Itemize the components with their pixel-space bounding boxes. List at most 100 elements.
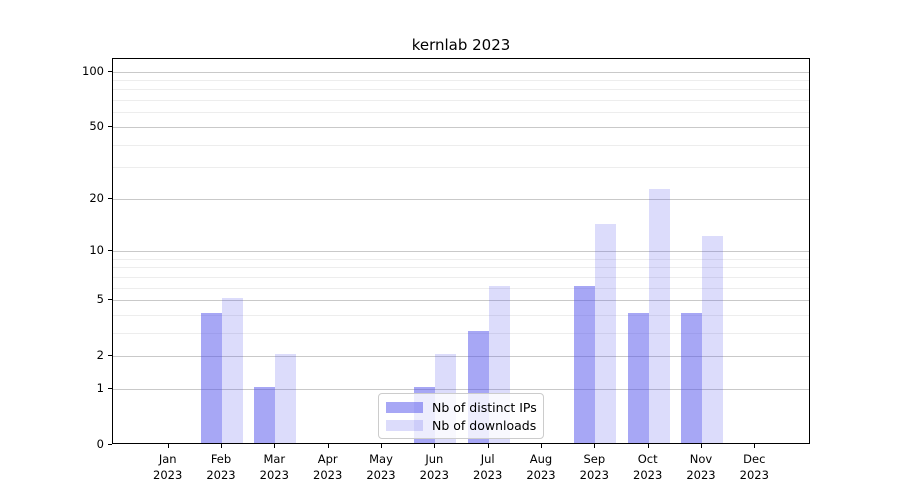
x-tick-label: Sep 2023 [564,451,624,483]
x-tick-mark [701,444,702,448]
y-tick-label: 0 [96,437,104,451]
x-tick-year: 2023 [419,468,449,482]
x-tick-year: 2023 [206,468,236,482]
gridline-minor [113,332,809,334]
y-tick-mark [108,197,112,199]
gridline-minor [113,112,809,114]
gridline-major [113,126,809,128]
x-tick-month: Aug [529,452,553,466]
x-tick-label: Oct 2023 [618,451,678,483]
legend-swatch-downloads [386,419,423,431]
legend-entry: Nb of distinct IPs [386,398,537,416]
x-tick-month: Dec [743,452,766,466]
x-tick-mark [167,444,169,448]
plot-area: Nb of distinct IPs Nb of downloads [112,58,810,444]
bar-downloads-sep [595,223,617,443]
gridline-minor [113,167,809,169]
x-tick-year: 2023 [526,468,556,482]
x-tick-month: Feb [210,452,232,466]
x-tick-mark [541,444,542,448]
gridline-minor [113,314,809,316]
x-tick-label: Jan 2023 [138,451,198,483]
x-tick-mark [487,444,489,448]
x-tick-month: Oct [637,452,658,466]
y-tick-label: 10 [89,243,104,257]
y-tick-label: 5 [96,292,104,306]
gridline-major [113,198,809,200]
x-tick-mark [327,444,329,448]
y-tick-mark [108,299,112,300]
y-tick-label: 20 [89,190,104,205]
x-tick-label: Apr 2023 [298,451,358,483]
gridline-major [113,71,809,73]
y-tick-label: 50 [89,118,104,133]
x-tick-month: May [369,452,393,466]
x-tick-label: Feb 2023 [191,451,251,483]
x-tick-year: 2023 [153,468,183,482]
x-tick-month: Sep [583,452,606,466]
gridline-major [113,356,809,358]
legend: Nb of distinct IPs Nb of downloads [378,393,544,439]
gridline-minor [113,276,809,278]
y-tick-mark [108,355,112,357]
y-tick-mark [108,125,112,127]
y-tick-mark [108,250,112,251]
y-tick-label: 1 [96,380,104,395]
x-tick-year: 2023 [366,468,396,482]
y-tick-mark [108,70,112,72]
x-tick-mark [381,444,382,448]
x-tick-label: Jul 2023 [458,451,518,483]
gridline-minor [113,144,809,146]
x-tick-year: 2023 [579,468,609,482]
x-tick-month: Jul [480,452,495,466]
x-tick-label: Aug 2023 [511,451,571,483]
gridline-minor [113,267,809,269]
bar-ips-oct [627,312,649,443]
x-tick-year: 2023 [739,468,769,482]
legend-swatch-ips [386,401,423,413]
y-tick-label: 100 [82,63,104,78]
y-tick-label: 2 [96,348,104,363]
bar-downloads-mar [275,354,297,443]
bar-ips-nov [681,312,702,443]
x-tick-year: 2023 [259,468,289,482]
x-tick-mark [754,444,756,448]
bar-downloads-feb [222,298,243,443]
gridline-minor [113,100,809,102]
x-tick-label: May 2023 [351,451,411,483]
x-tick-year: 2023 [633,468,663,482]
x-tick-mark [221,444,222,448]
gridline-minor [113,89,809,91]
y-tick-mark [108,387,112,389]
legend-label: Nb of downloads [432,417,537,433]
gridline-major [113,300,809,301]
x-tick-month: Mar [263,452,286,466]
gridline-minor [113,258,809,260]
x-tick-label: Nov 2023 [671,451,731,483]
bar-downloads-nov [702,235,723,443]
bar-ips-sep [574,285,596,443]
x-tick-label: Jun 2023 [404,451,464,483]
x-tick-month: Jan [158,452,177,466]
bar-ips-mar [254,386,276,443]
x-tick-month: Jun [425,452,444,466]
legend-label: Nb of distinct IPs [432,399,537,415]
bar-downloads-oct [648,189,670,443]
gridline-minor [113,80,809,81]
x-tick-mark [594,444,596,448]
x-tick-year: 2023 [686,468,716,482]
x-tick-year: 2023 [473,468,503,482]
gridline-major [113,388,809,390]
x-tick-month: Apr [317,452,338,466]
x-tick-year: 2023 [313,468,343,482]
gridline-major [113,251,809,252]
x-tick-mark [647,444,649,448]
legend-entry: Nb of downloads [386,416,537,434]
x-tick-mark [274,444,276,448]
x-tick-label: Mar 2023 [244,451,304,483]
x-tick-mark [434,444,436,448]
x-tick-month: Nov [689,452,713,466]
x-tick-label: Dec 2023 [724,451,784,483]
bar-ips-feb [201,312,222,443]
